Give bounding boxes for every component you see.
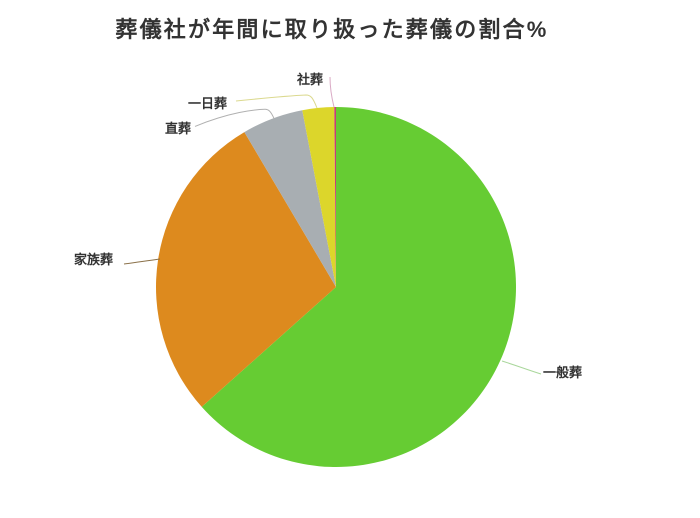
svg-text:一般葬: 一般葬 [543,365,582,380]
svg-text:一日葬: 一日葬 [188,96,227,111]
svg-text:社葬: 社葬 [296,72,323,87]
svg-text:直葬: 直葬 [165,121,191,136]
svg-text:家族葬: 家族葬 [74,252,113,267]
